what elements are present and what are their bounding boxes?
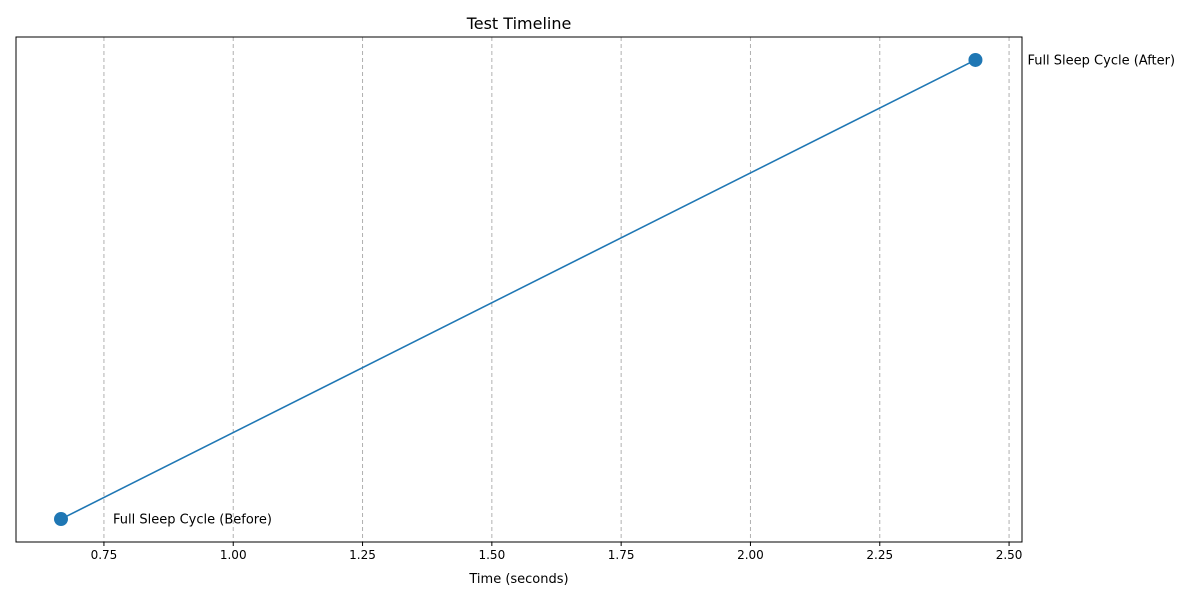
chart-title: Test Timeline	[466, 14, 572, 33]
x-axis: 0.75 1.00 1.25 1.50 1.75 2.00 2.25 2.50	[91, 542, 1023, 562]
x-tick-label: 2.00	[737, 548, 764, 562]
series-line	[60, 59, 976, 520]
grid	[103, 37, 1010, 542]
x-tick-label: 1.75	[608, 548, 635, 562]
x-tick-label: 1.00	[220, 548, 247, 562]
x-tick-label: 1.50	[478, 548, 505, 562]
point-annotation: Full Sleep Cycle (After)	[1027, 53, 1175, 68]
x-tick-label: 0.75	[91, 548, 118, 562]
x-tick-label: 2.50	[996, 548, 1023, 562]
data-point	[968, 52, 983, 67]
series-layer: Full Sleep Cycle (Before) Full Sleep Cycl…	[53, 52, 1175, 528]
point-annotation: Full Sleep Cycle (Before)	[113, 513, 272, 528]
x-tick-label: 1.25	[349, 548, 376, 562]
plot-frame	[15, 36, 1023, 543]
x-axis-label: Time (seconds)	[468, 572, 568, 587]
data-point	[53, 512, 68, 527]
x-tick-label: 2.25	[866, 548, 893, 562]
